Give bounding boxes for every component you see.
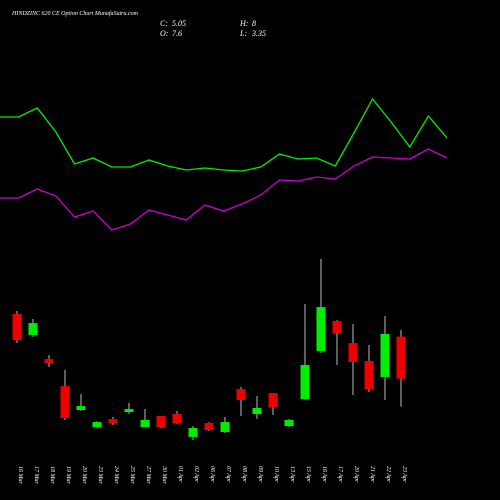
x-tick-label: 30 Mar [161,465,167,484]
candle-body [60,386,70,418]
candle-body [380,333,390,378]
candle-body [156,415,166,428]
x-tick-label: 13 Apr [289,466,295,483]
header-value: 5.05 [172,19,186,28]
candle-body [300,364,310,399]
x-tick-label: 08 Apr [241,466,247,483]
x-tick-label: 20 Apr [353,466,359,483]
x-tick-label: 10 Apr [273,466,279,483]
x-tick-label: 24 Mar [113,466,120,484]
candle-body [268,393,278,408]
x-tick-label: 19 Mar [65,466,71,484]
indicator-line [0,148,448,231]
candle-body [124,409,134,413]
x-tick-label: 22 Apr [385,466,391,483]
x-tick-label: 27 Mar [145,466,151,484]
x-tick-label: 06 Apr [209,466,215,483]
header-value: 7.6 [172,29,182,38]
header-value: 3.35 [251,29,266,38]
candle-body [252,408,262,414]
candle-body [332,320,342,333]
x-tick-label: 17 Apr [337,466,343,483]
header-label: O: [160,29,169,38]
candle-body [348,343,358,363]
candle-body [220,422,230,432]
candle-body [108,419,118,424]
candle-body [44,359,54,363]
candle-body [140,419,150,428]
chart-title: HINDZINC 620 CE Option Chart MunafaSutra… [11,10,139,17]
x-tick-label: 16 Apr [321,466,327,483]
x-tick-label: 25 Mar [129,466,135,484]
header-value: 8 [252,19,256,28]
candle-body [284,419,294,427]
x-tick-label: 23 Mar [97,466,103,484]
x-tick-label: 15 Apr [305,466,311,483]
candle-body [188,428,198,437]
candle-body [236,389,246,400]
header-label: H: [239,19,249,28]
indicator-line [0,97,448,172]
x-tick-label: 20 Mar [81,466,87,484]
x-tick-label: 02 Apr [193,466,199,483]
candle-body [76,406,86,411]
header-label: C: [160,19,168,28]
x-tick-label: 18 Mar [49,466,55,484]
x-tick-label: 16 Mar [17,466,23,484]
candle-body [92,422,102,428]
candle-body [396,336,406,379]
x-tick-label: 17 Mar [33,466,39,484]
x-tick-label: 09 Apr [257,466,263,483]
x-tick-label: 07 Apr [225,466,231,483]
x-tick-label: 23 Apr [401,466,407,483]
candle-body [204,423,214,430]
candle-body [316,307,326,351]
candle-body [12,313,22,341]
candle-body [364,361,374,390]
candle-body [28,323,38,335]
candle-body [172,413,182,424]
x-tick-label: 21 Apr [369,466,375,483]
x-tick-label: 01 Apr [177,466,183,483]
header-label: L: [239,29,247,38]
